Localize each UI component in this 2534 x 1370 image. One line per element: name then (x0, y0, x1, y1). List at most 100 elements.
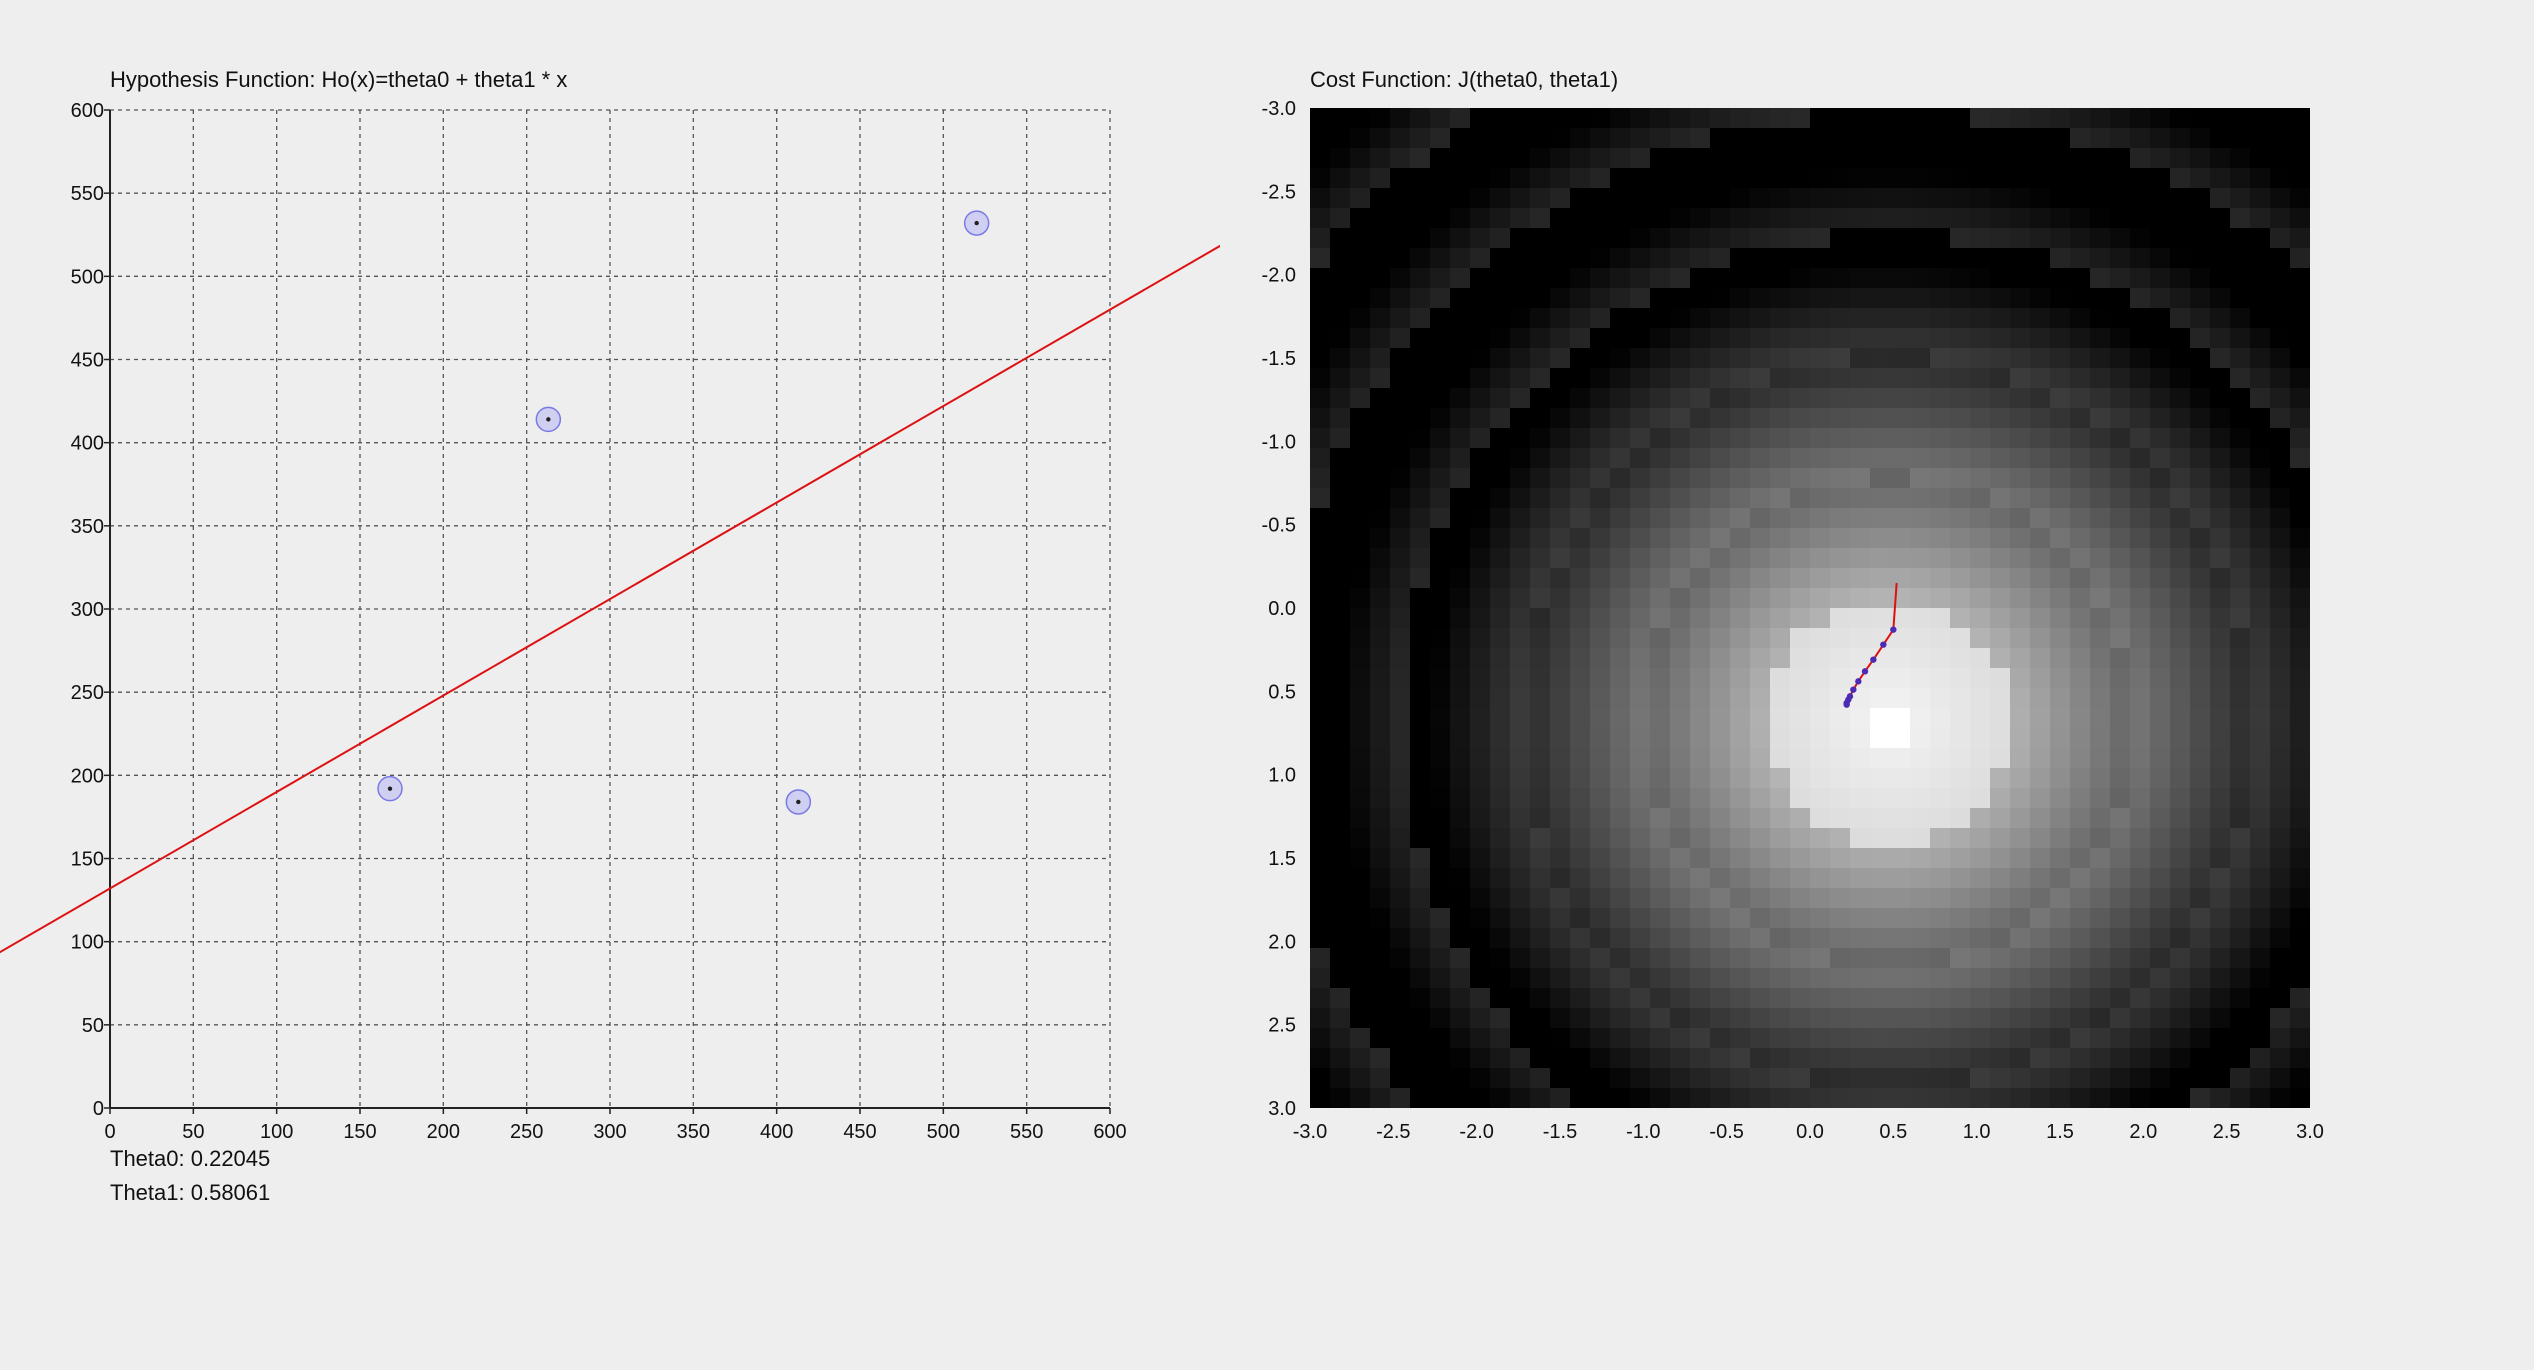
heatmap-cell (1690, 548, 1711, 569)
heatmap-cell (2250, 828, 2271, 849)
heatmap-cell (2010, 408, 2031, 429)
descent-path-point (1855, 678, 1862, 685)
heatmap-cell (1850, 868, 1871, 889)
heatmap-cell (1610, 708, 1631, 729)
heatmap-cell (2290, 1068, 2310, 1089)
heatmap-cell (2110, 908, 2131, 929)
heatmap-cell (2090, 688, 2111, 709)
heatmap-cell (1890, 448, 1911, 469)
heatmap-cell (2190, 288, 2211, 309)
heatmap-cell (1470, 428, 1491, 449)
heatmap-cell (1850, 848, 1871, 869)
heatmap-cell (1410, 988, 1431, 1009)
heatmap-cell (1770, 848, 1791, 869)
heatmap-cell (1430, 548, 1451, 569)
heatmap-cell (1710, 808, 1731, 829)
heatmap-cell (2110, 408, 2131, 429)
heatmap-cell (1910, 148, 1931, 169)
heatmap-cell (2070, 968, 2091, 989)
heatmap-cell (1410, 948, 1431, 969)
heatmap-cell (1530, 368, 1551, 389)
heatmap-cell (1330, 628, 1351, 649)
heatmap-cell (1830, 548, 1851, 569)
heatmap-cell (1930, 488, 1951, 509)
y-tick-label: 600 (71, 100, 104, 122)
heatmap-cell (2030, 208, 2051, 229)
heatmap-cell (1450, 1028, 1471, 1049)
heatmap-cell (2190, 428, 2211, 449)
heatmap-cell (1410, 168, 1431, 189)
heatmap-cell (1310, 228, 1331, 249)
heatmap-cell (1490, 828, 1511, 849)
heatmap-cell (1510, 648, 1531, 669)
heatmap-cell (2190, 728, 2211, 749)
heatmap-cell (2170, 648, 2191, 669)
heatmap-cell (2070, 1048, 2091, 1069)
heatmap-cell (1710, 1088, 1731, 1108)
heatmap-cell (1790, 908, 1811, 929)
heatmap-cell (2110, 108, 2131, 129)
heatmap-cell (2090, 608, 2111, 629)
heatmap-cell (2170, 568, 2191, 589)
heatmap-cell (2090, 188, 2111, 209)
heatmap-cell (1410, 588, 1431, 609)
heatmap-cell (2210, 208, 2231, 229)
heatmap-cell (1730, 708, 1751, 729)
heatmap-cell (2190, 348, 2211, 369)
heatmap-cell (1610, 788, 1631, 809)
heatmap-cell (1590, 708, 1611, 729)
heatmap-cell (1330, 328, 1351, 349)
heatmap-cell (1650, 948, 1671, 969)
heatmap-cell (1350, 1068, 1371, 1089)
heatmap-cell (1750, 1008, 1771, 1029)
heatmap-cell (1670, 808, 1691, 829)
y-tick-label: 2.5 (1268, 1015, 1296, 1037)
heatmap-cell (1610, 548, 1631, 569)
heatmap-cell (1930, 108, 1951, 129)
heatmap-cell (2230, 408, 2251, 429)
heatmap-cell (1730, 568, 1751, 589)
heatmap-cell (1870, 288, 1891, 309)
heatmap-cell (1490, 608, 1511, 629)
heatmap-cell (2090, 868, 2111, 889)
heatmap-cell (1630, 768, 1651, 789)
heatmap-cell (1630, 628, 1651, 649)
heatmap-cell (1310, 128, 1331, 149)
heatmap-cell (2230, 428, 2251, 449)
heatmap-cell (1710, 648, 1731, 669)
heatmap-cell (1470, 648, 1491, 669)
heatmap-cell (2090, 168, 2111, 189)
heatmap-cell (1630, 568, 1651, 589)
heatmap-cell (1430, 408, 1451, 429)
heatmap-cell (2270, 628, 2291, 649)
heatmap-cell (1690, 848, 1711, 869)
heatmap-cell (1950, 768, 1971, 789)
heatmap-cell (1330, 248, 1351, 269)
heatmap-cell (2270, 508, 2291, 529)
heatmap-cell (2110, 248, 2131, 269)
heatmap-cell (1690, 408, 1711, 429)
heatmap-cell (1630, 1048, 1651, 1069)
heatmap-cell (1910, 808, 1931, 829)
heatmap-cell (1790, 428, 1811, 449)
heatmap-cell (1890, 1068, 1911, 1089)
heatmap-cell (1570, 888, 1591, 909)
heatmap-cell (1830, 528, 1851, 549)
heatmap-cell (2230, 348, 2251, 369)
heatmap-cell (1410, 148, 1431, 169)
heatmap-cell (1350, 1088, 1371, 1108)
heatmap-cell (2110, 888, 2131, 909)
heatmap-cell (1490, 1088, 1511, 1108)
heatmap-cell (1630, 868, 1651, 889)
heatmap-cell (1630, 188, 1651, 209)
heatmap-cell (1610, 268, 1631, 289)
heatmap-cell (2210, 1028, 2231, 1049)
heatmap-cell (1370, 1028, 1391, 1049)
heatmap-cell (2050, 708, 2071, 729)
heatmap-cell (1890, 808, 1911, 829)
heatmap-cell (1810, 608, 1831, 629)
theta0-value: 0.22045 (190, 1146, 271, 1171)
heatmap-cell (1310, 788, 1331, 809)
heatmap-cell (2270, 668, 2291, 689)
heatmap-cell (1670, 568, 1691, 589)
